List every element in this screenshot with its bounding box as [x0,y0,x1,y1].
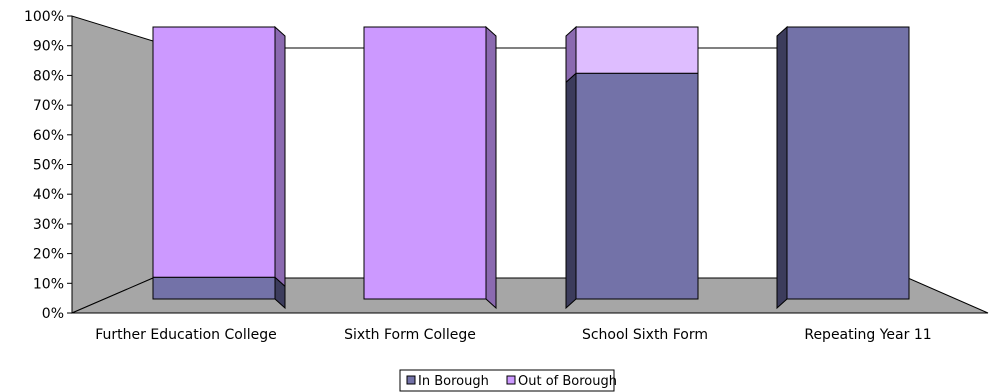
x-tick-label-sixth-form-college: Sixth Form College [344,327,476,343]
bar-front-face [786,26,910,300]
bar-further-education-college-out-of-borough [152,25,286,288]
y-tick-label: 40% [33,187,64,203]
legend-label-out-of-borough: Out of Borough [518,374,617,389]
y-tick-label: 100% [24,9,64,25]
bar-side-face [565,25,577,84]
bar-side-face [776,25,788,310]
y-tick-label: 0% [42,306,64,322]
y-tick-label: 50% [33,158,64,174]
bar-front-face [152,26,276,278]
bar-repeating-year-11-in-borough [776,25,910,310]
bar-further-education-college-in-borough [152,276,286,310]
bar-school-sixth-form-out-of-borough [565,25,699,84]
side-wall [71,15,154,314]
bar-front-face [363,26,487,300]
y-tick-label: 80% [33,68,64,84]
chart-walls [71,15,989,314]
legend-swatch-out-of-borough [506,375,516,385]
legend: In Borough Out of Borough [399,369,617,392]
bar-sixth-form-college-out-of-borough [363,25,497,310]
y-axis: 0% 10% 20% 30% 40% 50% 60% 70% 80% 90% 100% [24,9,73,322]
bar-school-sixth-form-in-borough [565,72,699,310]
y-tick-label: 10% [33,276,64,292]
bars [152,25,910,310]
bar-side-face [274,25,286,288]
x-tick-label-repeating-year-11: Repeating Year 11 [804,327,931,343]
y-tick-label: 20% [33,247,64,263]
bar-side-face [565,72,577,310]
bar-front-face [575,72,699,300]
y-tick-label: 60% [33,128,64,144]
bar-side-face [485,25,497,310]
x-tick-label-further-education-college: Further Education College [95,327,276,343]
legend-label-in-borough: In Borough [418,374,489,389]
legend-swatch-in-borough [406,375,416,385]
bar-front-face [575,26,699,74]
y-tick-label: 90% [33,39,64,55]
x-tick-label-school-sixth-form: School Sixth Form [582,327,708,343]
y-tick-label: 70% [33,98,64,114]
x-axis: Further Education College Sixth Form Coll… [95,327,931,343]
bar-front-face [152,276,276,300]
y-tick-label: 30% [33,217,64,233]
